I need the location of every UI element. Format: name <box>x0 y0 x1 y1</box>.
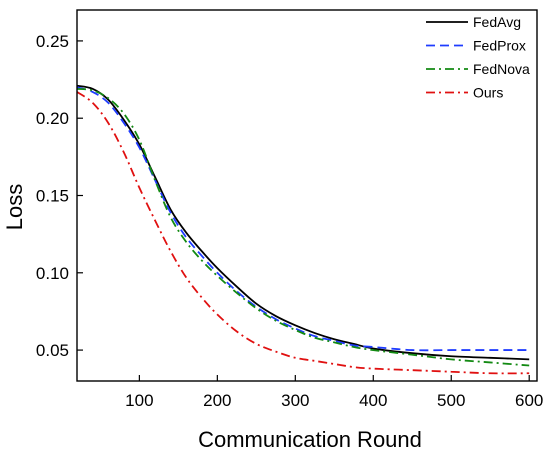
x-tick-label: 400 <box>359 391 387 410</box>
y-tick-label: 0.05 <box>36 341 69 360</box>
y-tick-label: 0.10 <box>36 264 69 283</box>
legend-label-fednova: FedNova <box>473 61 530 77</box>
plot-frame <box>76 9 538 382</box>
legend-label-fedavg: FedAvg <box>473 14 521 30</box>
x-tick-label: 300 <box>281 391 309 410</box>
legend-label-fedprox: FedProx <box>473 38 526 54</box>
axes-layer: 100 200 300 400 500 600 0.05 0.10 0.15 0.20 0.25 <box>36 9 543 410</box>
series-line-fedprox <box>76 86 530 352</box>
series-line-fednova <box>76 87 530 367</box>
y-tick-label: 0.25 <box>36 32 69 51</box>
y-tick-label: 0.15 <box>36 187 69 206</box>
x-tick-label: 200 <box>203 391 231 410</box>
series-line-fedavg <box>76 84 530 361</box>
series-line-ours <box>76 91 530 375</box>
x-tick-label: 100 <box>125 391 153 410</box>
x-tick-label: 500 <box>437 391 465 410</box>
legend-label-ours: Ours <box>473 85 503 101</box>
legend: FedAvg FedProx FedNova Ours <box>426 14 530 101</box>
y-tick-label: 0.20 <box>36 109 69 128</box>
y-axis-title: Loss <box>2 184 27 230</box>
x-tick-label: 600 <box>515 391 543 410</box>
x-axis-title: Communication Round <box>198 427 422 452</box>
series-layer <box>76 84 530 375</box>
